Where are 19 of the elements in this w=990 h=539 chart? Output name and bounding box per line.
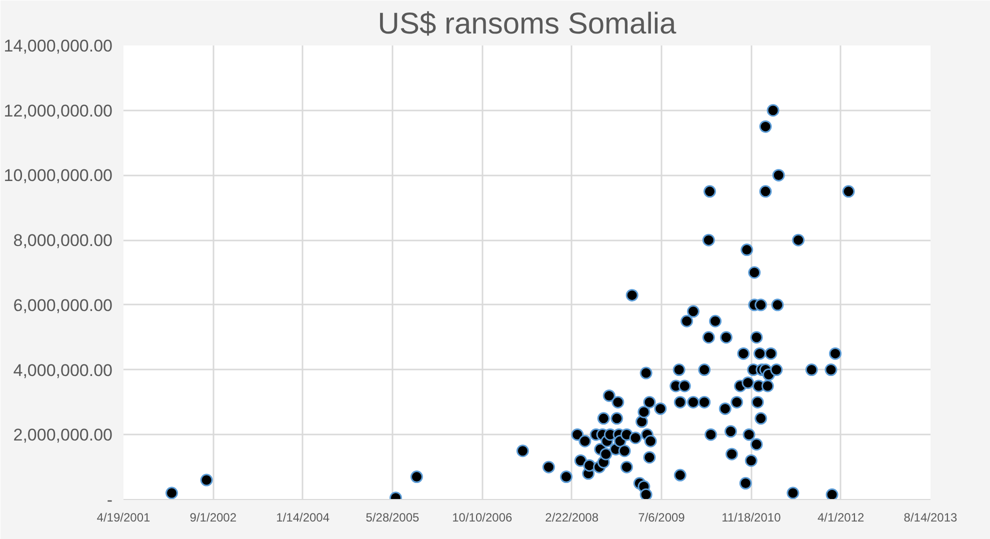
- y-tick-label: 2,000,000.00: [13, 426, 113, 445]
- x-tick-label: 5/28/2005: [366, 510, 420, 524]
- x-tick-label: 10/10/2006: [452, 510, 513, 524]
- y-tick-label: -: [106, 490, 113, 510]
- x-tick-label: 2/22/2008: [545, 510, 599, 524]
- x-tick-label: 4/1/2012: [817, 510, 865, 524]
- x-tick-label: 1/14/2004: [276, 510, 330, 524]
- y-tick-label: 10,000,000.00: [4, 166, 113, 186]
- y-tick-label: 12,000,000.00: [4, 101, 113, 120]
- x-tick-label: 8/14/2013: [904, 510, 958, 524]
- y-tick-label: 14,000,000.00: [4, 36, 113, 56]
- y-tick-label: 6,000,000.00: [13, 296, 113, 315]
- x-tick-label: 4/19/2001: [96, 510, 151, 524]
- chart-title: US$ ransoms Somalia: [378, 8, 677, 40]
- x-tick-label: 9/1/2002: [190, 510, 237, 524]
- x-tick-label: 7/6/2009: [638, 510, 686, 524]
- y-tick-label: 4,000,000.00: [13, 360, 113, 380]
- y-tick-label: 8,000,000.00: [13, 231, 113, 250]
- x-tick-label: 11/18/2010: [722, 510, 782, 524]
